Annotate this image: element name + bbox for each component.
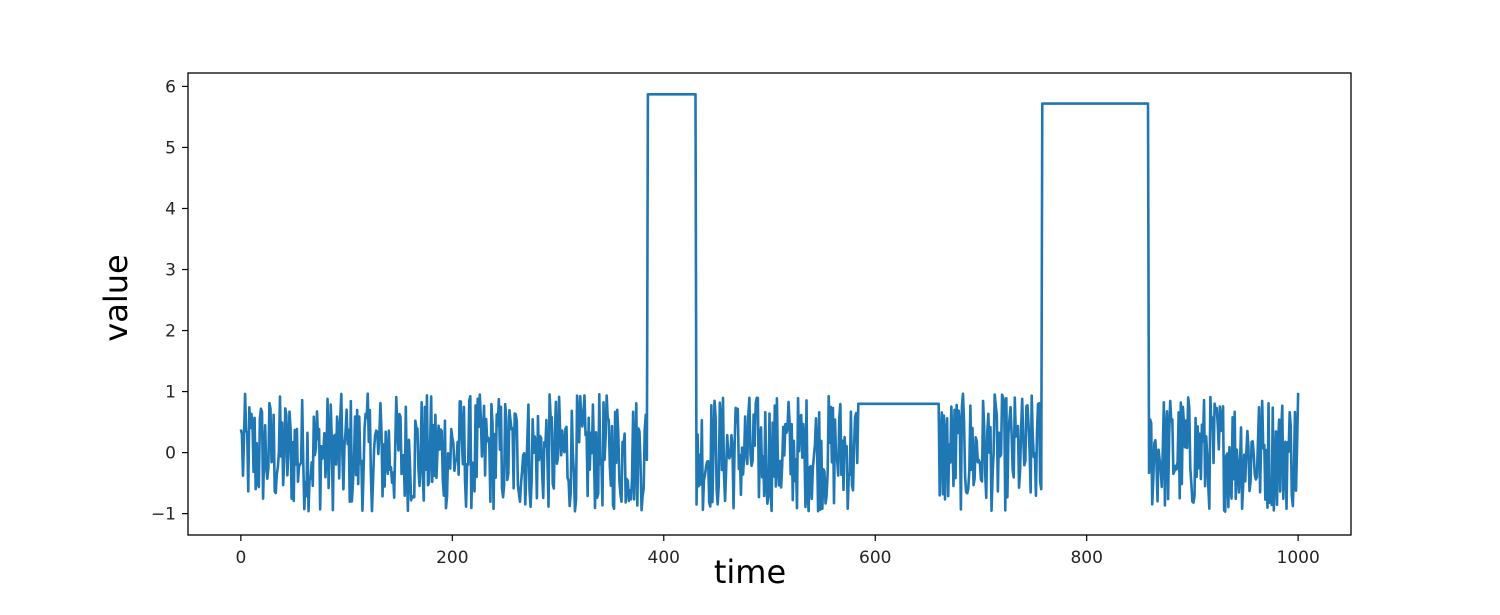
y-tick-label: 6	[165, 77, 176, 97]
x-tick-label: 800	[1070, 548, 1102, 568]
x-tick-label: 400	[648, 548, 680, 568]
y-tick-label: 2	[165, 322, 176, 342]
x-tick-label: 1000	[1277, 548, 1320, 568]
x-tick-label: 200	[436, 548, 468, 568]
y-tick-label: 0	[165, 444, 176, 464]
plot-area	[187, 72, 1352, 536]
x-tick-label: 0	[235, 548, 246, 568]
y-tick-label: 1	[165, 383, 176, 403]
y-axis-label: value	[97, 254, 135, 341]
y-axis-ticks: −1 0 1 2 3 4 5 6	[151, 77, 188, 525]
x-axis-label: time	[714, 553, 786, 591]
series-line	[239, 93, 1300, 513]
y-tick-label: 5	[165, 138, 176, 158]
y-tick-label: 4	[165, 199, 176, 219]
x-tick-label: 600	[859, 548, 891, 568]
x-axis-ticks: 0 200 400 600 800 1000	[235, 535, 1320, 568]
y-tick-label: −1	[151, 505, 176, 525]
axes-frame	[187, 72, 1352, 536]
y-tick-label: 3	[165, 261, 176, 281]
